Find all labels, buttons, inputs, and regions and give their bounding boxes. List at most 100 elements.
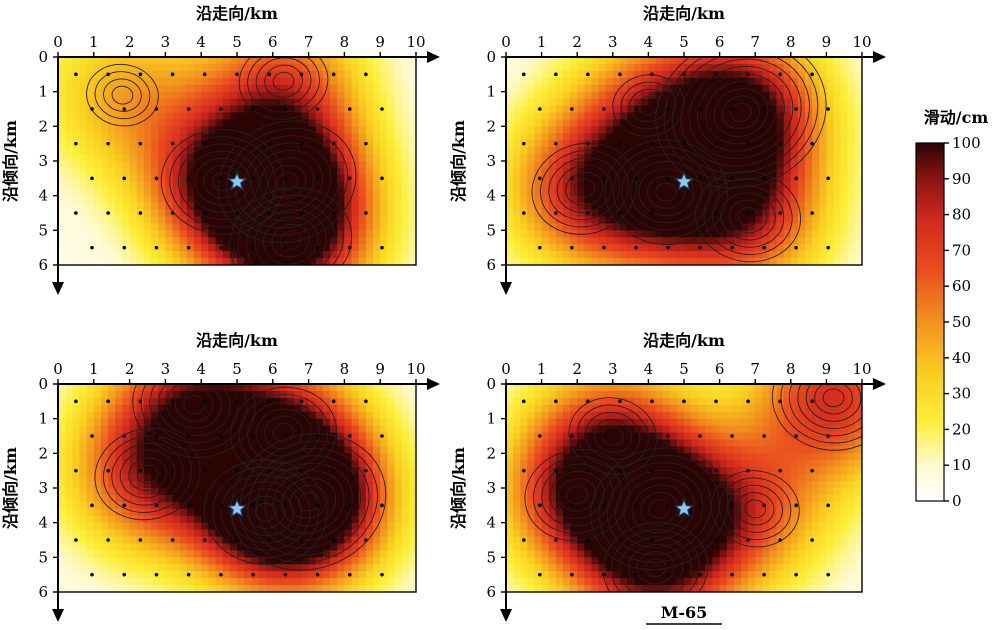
slip-cell [548,57,557,65]
slip-cell [373,557,381,565]
slip-cell [534,216,543,224]
subfault-node [570,107,574,111]
slip-cell [669,258,678,265]
slip-cell [330,57,338,65]
slip-cell [401,501,410,510]
slip-cell [598,161,607,169]
slip-cell [733,195,742,204]
slip-cell [513,446,521,454]
slip-cell [373,425,381,434]
slip-cell [705,251,714,259]
slip-cell [380,508,388,517]
slip-cell [315,258,324,265]
slip-cell [194,536,202,545]
slip-cell [265,84,274,93]
contour-line [229,187,353,265]
slip-cell [676,70,685,79]
slip-cell [294,91,303,100]
slip-cell [265,474,274,482]
slip-cell [783,181,792,190]
slip-cell [797,223,806,231]
slip-cell [129,91,138,100]
slip-cell [365,91,374,100]
slip-cell [387,432,396,441]
slip-cell [401,418,410,427]
slip-cell [194,460,202,468]
slip-cell [408,522,416,531]
slip-cell [584,63,593,72]
slip-cell [358,244,367,252]
slip-cell [186,557,195,565]
slip-cell [65,251,73,259]
slip-cell [726,98,735,107]
slip-cell [258,529,267,538]
slip-cell [358,404,367,413]
slip-cell [215,460,224,468]
slip-cell [172,105,181,114]
slip-cell [394,126,403,134]
slip-cell [272,188,281,197]
slip-cell [698,223,706,231]
slip-cell [58,439,66,447]
slip-cell [208,515,217,524]
slip-cell [380,557,388,565]
slip-cell [344,474,353,482]
slip-cell [165,508,174,517]
slip-cell [179,244,188,252]
slip-cell [244,57,252,65]
subfault-node [219,107,223,111]
slip-cell [136,390,145,399]
slip-cell [201,529,209,538]
slip-cell [755,230,763,238]
slip-cell [143,529,152,538]
slip-cell [115,133,124,141]
slip-cell [186,237,195,245]
slip-cell [122,84,131,93]
slip-cell [520,439,528,447]
slip-cell [287,174,295,183]
slip-cell [322,384,331,392]
slip-cell [294,133,303,141]
slip-cell [812,251,820,259]
contour-line [242,142,332,221]
slip-cell [208,237,217,245]
slip-cell [790,63,799,72]
slip-cell [65,195,73,204]
slip-cell [634,237,642,245]
slip-cell [279,63,288,72]
slip-cell [93,481,102,489]
slip-cell [826,195,835,204]
slip-cell [394,140,403,148]
slip-cell [108,63,116,72]
slip-cell [165,418,174,427]
subfault-node [666,107,670,111]
slip-cell [527,167,536,176]
slip-cell [194,418,202,427]
slip-cell [769,98,778,107]
slip-cell [641,133,649,141]
slip-cell [648,188,657,197]
slip-cell [322,223,331,231]
slip-cell [394,543,403,551]
slip-cell [513,508,521,517]
slip-cell [612,70,621,79]
slip-cell [655,216,664,224]
slip-cell [186,404,195,413]
slip-cell [86,251,95,259]
slip-cell [143,536,152,545]
slip-cell [605,91,614,100]
slip-cell [541,98,550,107]
subfault-node [299,211,304,215]
slip-cell [179,77,188,86]
slip-cell [179,404,188,413]
slip-cell [408,446,416,454]
slip-cell [797,147,806,155]
slip-cell [513,70,521,79]
slip-cell [783,154,792,162]
slip-cell [351,418,360,427]
slip-cell [698,133,706,141]
contour-line [297,492,320,512]
slip-cell [373,181,381,190]
slip-cell [847,154,856,162]
slip-cell [698,147,706,155]
